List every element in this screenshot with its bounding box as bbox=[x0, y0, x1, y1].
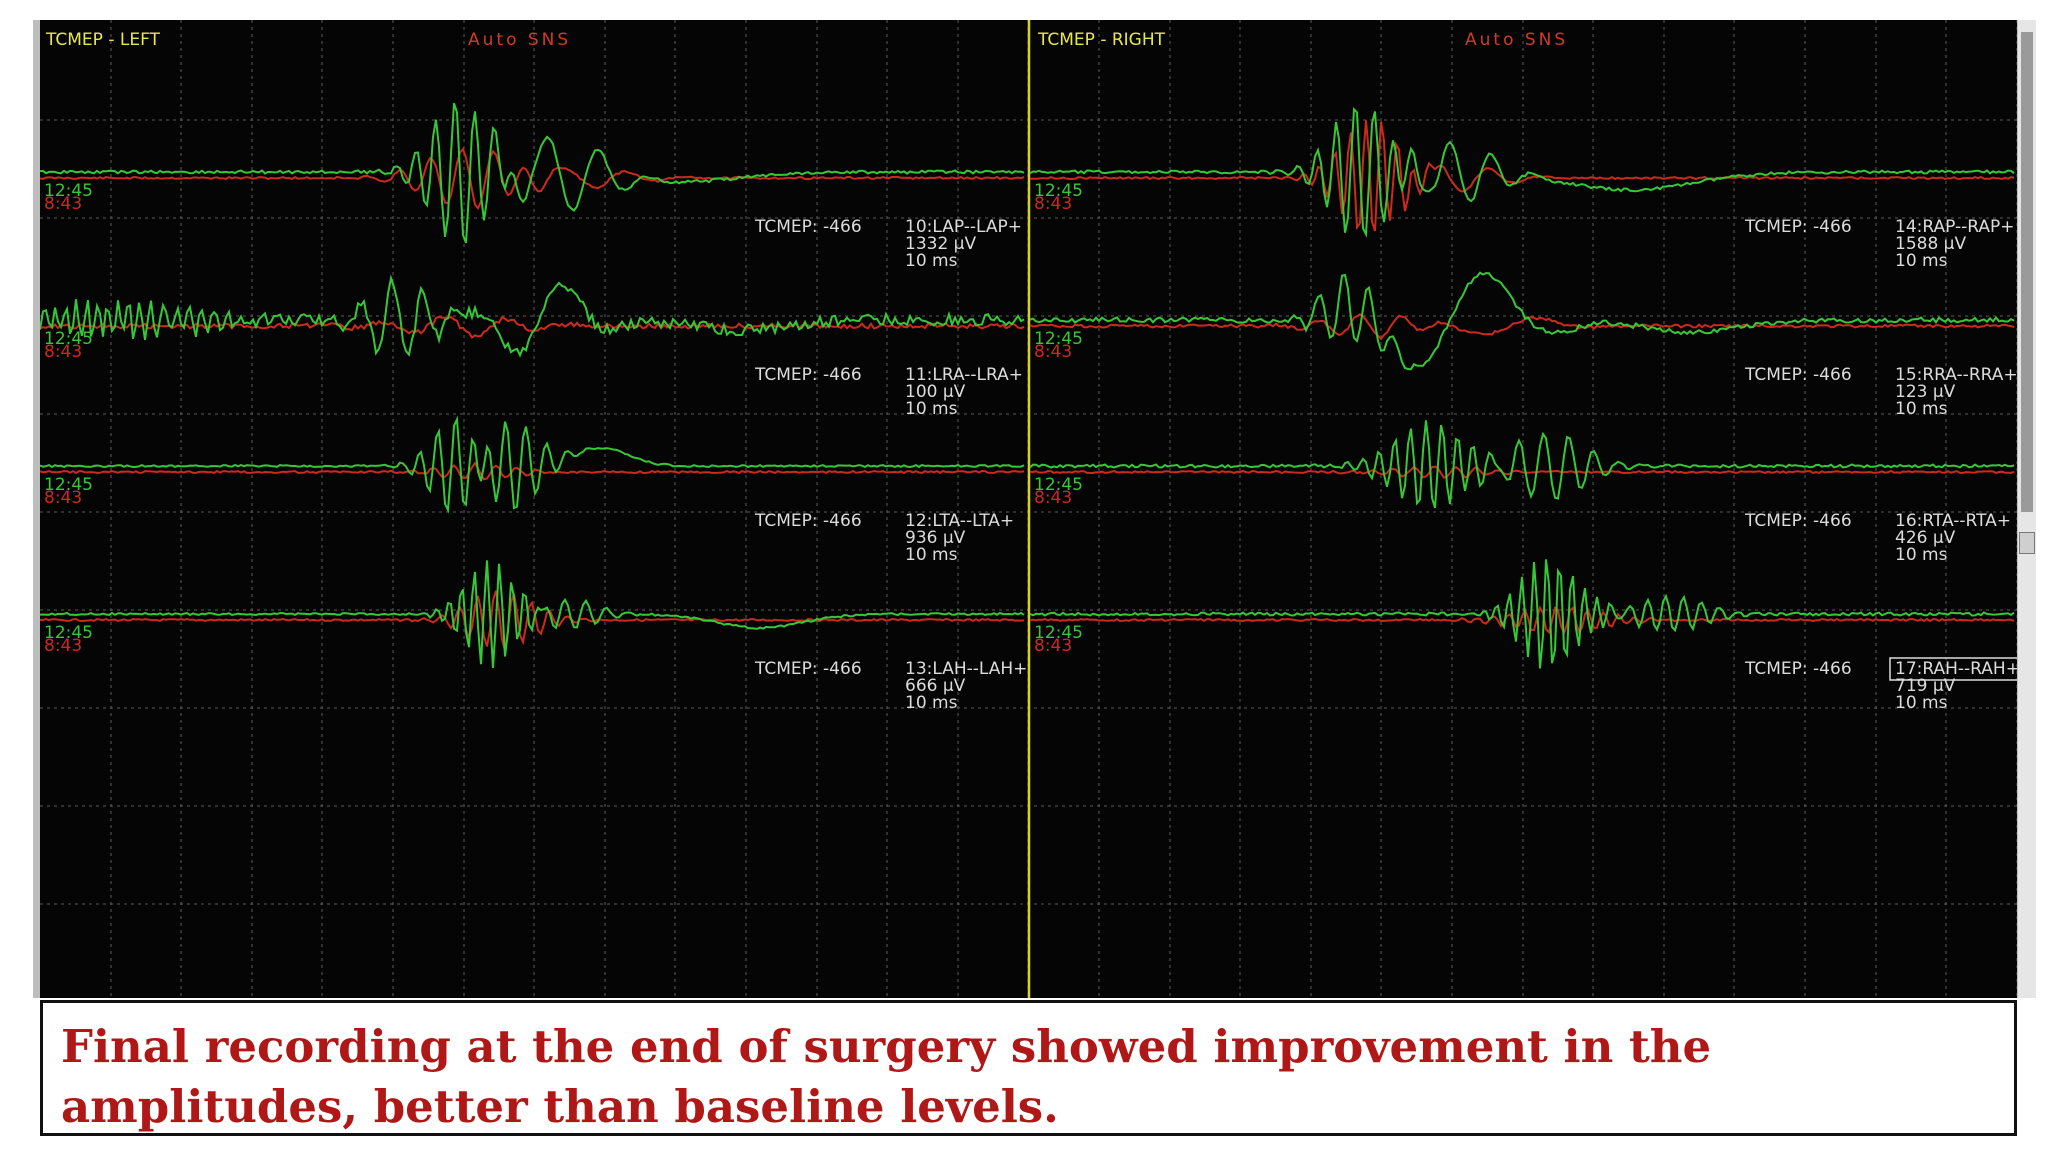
current-trace[interactable] bbox=[1029, 271, 2015, 371]
trace-amplitude-label: 1332 µV bbox=[905, 234, 976, 254]
trace-channel-label: 10:LAP--LAP+ bbox=[905, 217, 1022, 237]
current-trace[interactable] bbox=[1029, 106, 2015, 239]
trace-time-current: 12:45 bbox=[1034, 181, 1083, 201]
trace-channel-label: 15:RRA--RRA+ bbox=[1895, 365, 2017, 385]
trace-amplitude-label: 100 µV bbox=[905, 382, 966, 402]
baseline-trace[interactable] bbox=[1029, 120, 2015, 232]
slide-caption: Final recording at the end of surgery sh… bbox=[40, 1000, 2017, 1136]
scrollbar-thumb[interactable] bbox=[2021, 32, 2033, 512]
trace-channel[interactable]: 12:458:43 TCMEP: -466 16:RTA--RTA+426 µV10… bbox=[1029, 420, 2015, 565]
window-left-edge bbox=[33, 20, 40, 998]
baseline-trace[interactable] bbox=[40, 147, 1025, 211]
trace-channel[interactable]: 12:458:43 TCMEP: -466 12:LTA--LTA+936 µV10… bbox=[40, 415, 1025, 565]
trace-time-baseline: 8:43 bbox=[1034, 194, 1072, 214]
baseline-trace[interactable] bbox=[1029, 605, 2015, 637]
trace-timebase-label: 10 ms bbox=[905, 399, 958, 419]
trace-time-current: 12:45 bbox=[44, 181, 93, 201]
baseline-trace[interactable] bbox=[40, 590, 1025, 651]
trace-amplitude-label: 936 µV bbox=[905, 528, 966, 548]
trace-channel-label: 13:LAH--LAH+ bbox=[905, 659, 1027, 679]
trace-channel-label: 12:LTA--LTA+ bbox=[905, 511, 1014, 531]
baseline-trace[interactable] bbox=[40, 315, 1025, 339]
trace-channel-label: 14:RAP--RAP+ bbox=[1895, 217, 2015, 237]
trace-tcmep-label: TCMEP: -466 bbox=[1744, 217, 1852, 237]
trace-tcmep-label: TCMEP: -466 bbox=[754, 659, 862, 679]
trace-time-current: 12:45 bbox=[1034, 475, 1083, 495]
left-panel-mode: Auto SNS bbox=[468, 30, 571, 50]
trace-amplitude-label: 123 µV bbox=[1895, 382, 1956, 402]
caption-text: Final recording at the end of surgery sh… bbox=[61, 1020, 1712, 1133]
trace-time-baseline: 8:43 bbox=[44, 636, 82, 656]
trace-tcmep-label: TCMEP: -466 bbox=[1744, 511, 1852, 531]
trace-timebase-label: 10 ms bbox=[1895, 251, 1948, 271]
baseline-trace[interactable] bbox=[1029, 465, 2015, 479]
trace-amplitude-label: 719 µV bbox=[1895, 676, 1956, 696]
trace-time-baseline: 8:43 bbox=[44, 194, 82, 214]
trace-time-baseline: 8:43 bbox=[1034, 636, 1072, 656]
trace-time-current: 12:45 bbox=[44, 623, 93, 643]
current-trace[interactable] bbox=[40, 274, 1025, 358]
trace-tcmep-label: TCMEP: -466 bbox=[754, 217, 862, 237]
trace-channel-label: 17:RAH--RAH+ bbox=[1895, 659, 2017, 679]
emg-monitor-display: TCMEP - LEFT Auto SNS TCMEP - RIGHT Auto… bbox=[40, 20, 2017, 998]
current-trace[interactable] bbox=[40, 415, 1025, 514]
trace-timebase-label: 10 ms bbox=[905, 251, 958, 271]
trace-timebase-label: 10 ms bbox=[1895, 399, 1948, 419]
right-panel-title: TCMEP - RIGHT bbox=[1037, 30, 1166, 50]
current-trace[interactable] bbox=[40, 102, 1025, 244]
trace-timebase-label: 10 ms bbox=[1895, 545, 1948, 565]
right-panel-mode: Auto SNS bbox=[1465, 30, 1568, 50]
trace-time-baseline: 8:43 bbox=[44, 342, 82, 362]
selected-channel-box[interactable] bbox=[1889, 657, 2017, 681]
trace-tcmep-label: TCMEP: -466 bbox=[1744, 365, 1852, 385]
baseline-trace[interactable] bbox=[1029, 313, 2015, 341]
trace-channel[interactable]: 12:458:43 TCMEP: -466 15:RRA--RRA+123 µV10… bbox=[1029, 271, 2017, 419]
trace-channel[interactable]: 12:458:43 TCMEP: -466 14:RAP--RAP+1588 µV1… bbox=[1029, 106, 2015, 271]
trace-time-current: 12:45 bbox=[1034, 623, 1083, 643]
trace-time-baseline: 8:43 bbox=[1034, 488, 1072, 508]
trace-channel[interactable]: 12:458:43 TCMEP: -466 13:LAH--LAH+666 µV10… bbox=[40, 560, 1027, 713]
trace-channel[interactable]: 12:458:43 TCMEP: -466 11:LRA--LRA+100 µV10… bbox=[40, 274, 1025, 419]
trace-channel[interactable]: 12:458:43 TCMEP: -466 17:RAH--RAH+719 µV10… bbox=[1029, 559, 2017, 713]
trace-time-baseline: 8:43 bbox=[44, 488, 82, 508]
trace-timebase-label: 10 ms bbox=[905, 693, 958, 713]
trace-tcmep-label: TCMEP: -466 bbox=[754, 511, 862, 531]
trace-amplitude-label: 666 µV bbox=[905, 676, 966, 696]
trace-tcmep-label: TCMEP: -466 bbox=[1744, 659, 1852, 679]
trace-channel-label: 11:LRA--LRA+ bbox=[905, 365, 1023, 385]
trace-channel[interactable]: 12:458:43 TCMEP: -466 10:LAP--LAP+1332 µV1… bbox=[40, 102, 1025, 271]
trace-tcmep-label: TCMEP: -466 bbox=[754, 365, 862, 385]
trace-time-current: 12:45 bbox=[44, 475, 93, 495]
current-trace[interactable] bbox=[1029, 559, 2015, 669]
trace-time-current: 12:45 bbox=[44, 329, 93, 349]
left-panel-title: TCMEP - LEFT bbox=[45, 30, 161, 50]
trace-time-current: 12:45 bbox=[1034, 329, 1083, 349]
current-trace[interactable] bbox=[1029, 420, 2015, 509]
trace-amplitude-label: 426 µV bbox=[1895, 528, 1956, 548]
trace-time-baseline: 8:43 bbox=[1034, 342, 1072, 362]
current-trace[interactable] bbox=[40, 560, 1025, 669]
waveform-canvas: TCMEP - LEFT Auto SNS TCMEP - RIGHT Auto… bbox=[40, 20, 2017, 998]
trace-amplitude-label: 1588 µV bbox=[1895, 234, 1966, 254]
vertical-scrollbar[interactable] bbox=[2017, 20, 2036, 998]
trace-timebase-label: 10 ms bbox=[905, 545, 958, 565]
trace-channel-label: 16:RTA--RTA+ bbox=[1895, 511, 2011, 531]
scroll-cursor-handle[interactable] bbox=[2019, 532, 2035, 554]
trace-timebase-label: 10 ms bbox=[1895, 693, 1948, 713]
